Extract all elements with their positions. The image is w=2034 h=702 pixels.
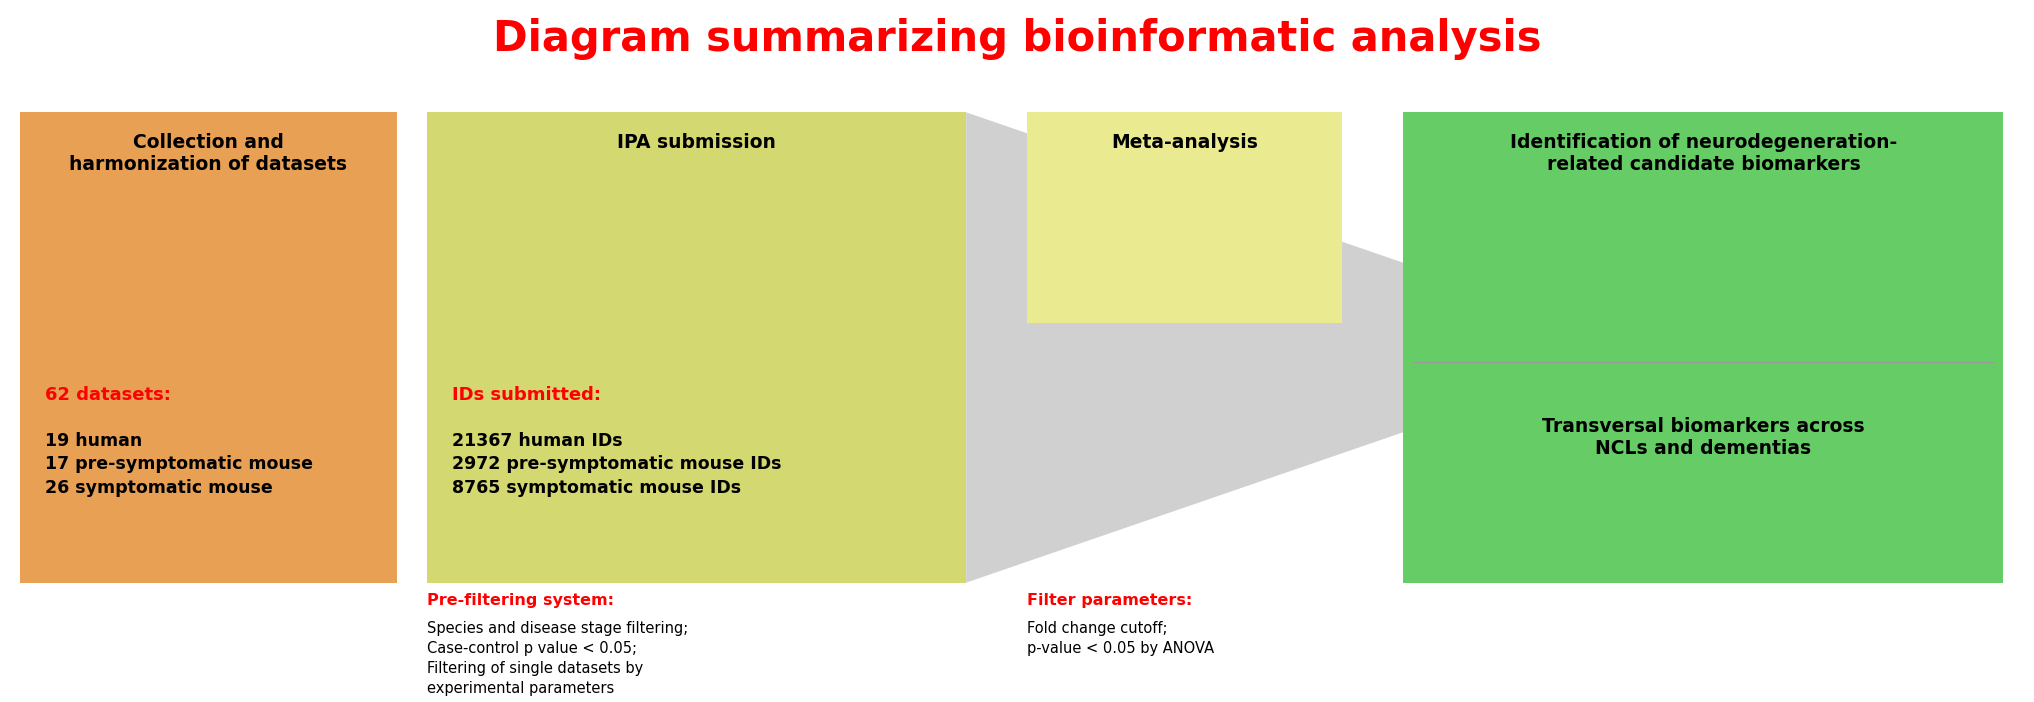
Polygon shape xyxy=(966,112,1403,583)
Bar xyxy=(1403,112,2003,583)
Bar xyxy=(427,112,966,583)
Text: Transversal biomarkers across
NCLs and dementias: Transversal biomarkers across NCLs and d… xyxy=(1542,416,1865,458)
Text: Fold change cutoff;
p-value < 0.05 by ANOVA: Fold change cutoff; p-value < 0.05 by AN… xyxy=(1027,621,1214,656)
Text: Species and disease stage filtering;
Case-control p value < 0.05;
Filtering of s: Species and disease stage filtering; Cas… xyxy=(427,621,687,696)
Text: Filter parameters:: Filter parameters: xyxy=(1027,593,1192,608)
Bar xyxy=(20,112,397,583)
Text: Collection and
harmonization of datasets: Collection and harmonization of datasets xyxy=(69,133,348,174)
Text: Diagram summarizing bioinformatic analysis: Diagram summarizing bioinformatic analys… xyxy=(492,18,1542,60)
Text: Identification of neurodegeneration-
related candidate biomarkers: Identification of neurodegeneration- rel… xyxy=(1509,133,1898,174)
Text: 21367 human IDs
2972 pre-symptomatic mouse IDs
8765 symptomatic mouse IDs: 21367 human IDs 2972 pre-symptomatic mou… xyxy=(452,432,781,497)
Text: 62 datasets:: 62 datasets: xyxy=(45,386,171,404)
Text: IPA submission: IPA submission xyxy=(616,133,777,152)
Text: Pre-filtering system:: Pre-filtering system: xyxy=(427,593,614,608)
Text: 19 human
17 pre-symptomatic mouse
26 symptomatic mouse: 19 human 17 pre-symptomatic mouse 26 sym… xyxy=(45,432,313,497)
Text: IDs submitted:: IDs submitted: xyxy=(452,386,600,404)
Bar xyxy=(1027,112,1342,323)
Text: Meta-analysis: Meta-analysis xyxy=(1111,133,1259,152)
